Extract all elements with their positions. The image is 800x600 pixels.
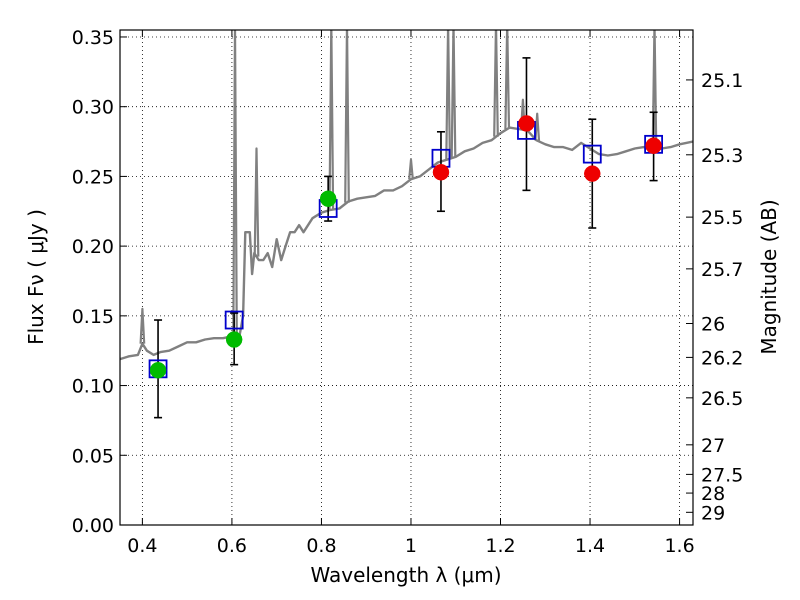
mag-tick-label: 25.7 <box>701 259 743 281</box>
mag-tick-label: 25.5 <box>701 207 743 229</box>
y-tick-label: 0.05 <box>72 445 114 467</box>
emission-line-spike <box>253 147 260 257</box>
mag-tick-label: 29 <box>701 502 725 524</box>
x-tick-label: 1 <box>405 535 417 557</box>
mag-tick-label: 26 <box>701 314 725 336</box>
measured-flux-point <box>584 165 601 182</box>
x-tick-label: 0.6 <box>217 535 247 557</box>
y-tick-label: 0.10 <box>72 376 114 398</box>
x-tick-label: 1.2 <box>485 535 515 557</box>
y-tick-label: 0.25 <box>72 166 114 188</box>
mag-tick-label: 25.3 <box>701 145 743 167</box>
mag-tick-label: 27 <box>701 435 725 457</box>
x-tick-labels: 0.4 0.6 0.8 1 1.2 1.4 1.6 <box>127 535 694 557</box>
axis-ticks <box>120 30 693 526</box>
measured-flux-point <box>432 163 450 181</box>
spectrum-line <box>120 126 693 361</box>
measured-flux-layer <box>149 115 662 379</box>
emission-line-spike <box>493 30 499 137</box>
measured-flux-point <box>319 190 337 207</box>
model-photometry-square <box>582 144 602 164</box>
emission-line-spike <box>504 30 511 130</box>
model-photometry-square <box>224 310 244 330</box>
mag-tick-label: 26.5 <box>701 388 743 410</box>
measured-flux-point <box>645 137 662 154</box>
x-tick-label: 0.4 <box>127 535 157 557</box>
emission-line-spike <box>651 30 658 151</box>
mag-tick-label: 25.1 <box>701 70 743 92</box>
x-tick-label: 1.6 <box>664 535 694 557</box>
emission-line-spike <box>534 112 541 141</box>
mag-tick-label: 27.5 <box>701 464 743 486</box>
plot-frame <box>119 29 694 526</box>
grid-lines <box>120 30 693 526</box>
mag-tick-label: 28 <box>701 483 725 505</box>
emission-line-spike <box>328 30 335 210</box>
emission-line-spike <box>445 30 451 160</box>
emission-line-spike <box>232 30 238 340</box>
y-axis-title: Flux Fν ( μJy ) <box>24 209 48 345</box>
plot-background <box>120 30 693 525</box>
mag-tick-label: 26.2 <box>701 347 743 369</box>
y-tick-label: 0.30 <box>72 97 114 119</box>
y-tick-label: 0.00 <box>72 515 114 537</box>
measured-flux-point <box>225 331 243 348</box>
emission-line-spike <box>344 30 350 203</box>
plot-area <box>120 30 693 419</box>
emission-line-spike <box>139 307 146 344</box>
y-tick-label: 0.35 <box>72 27 114 49</box>
emission-line-spike <box>450 30 457 158</box>
x-axis-title: Wavelength λ (μm) <box>310 563 501 587</box>
measured-flux-point <box>149 361 167 379</box>
x-tick-label: 1.4 <box>575 535 605 557</box>
measured-flux-point <box>518 115 535 132</box>
y-tick-label: 0.20 <box>72 236 114 258</box>
y-tick-labels: 0.00 0.05 0.10 0.15 0.20 0.25 0.30 0.35 <box>72 27 114 537</box>
y-tick-label: 0.15 <box>72 306 114 328</box>
x-tick-label: 0.8 <box>306 535 336 557</box>
y2-axis-title: Magnitude (AB) <box>757 199 781 354</box>
emission-line-spike <box>408 158 414 180</box>
